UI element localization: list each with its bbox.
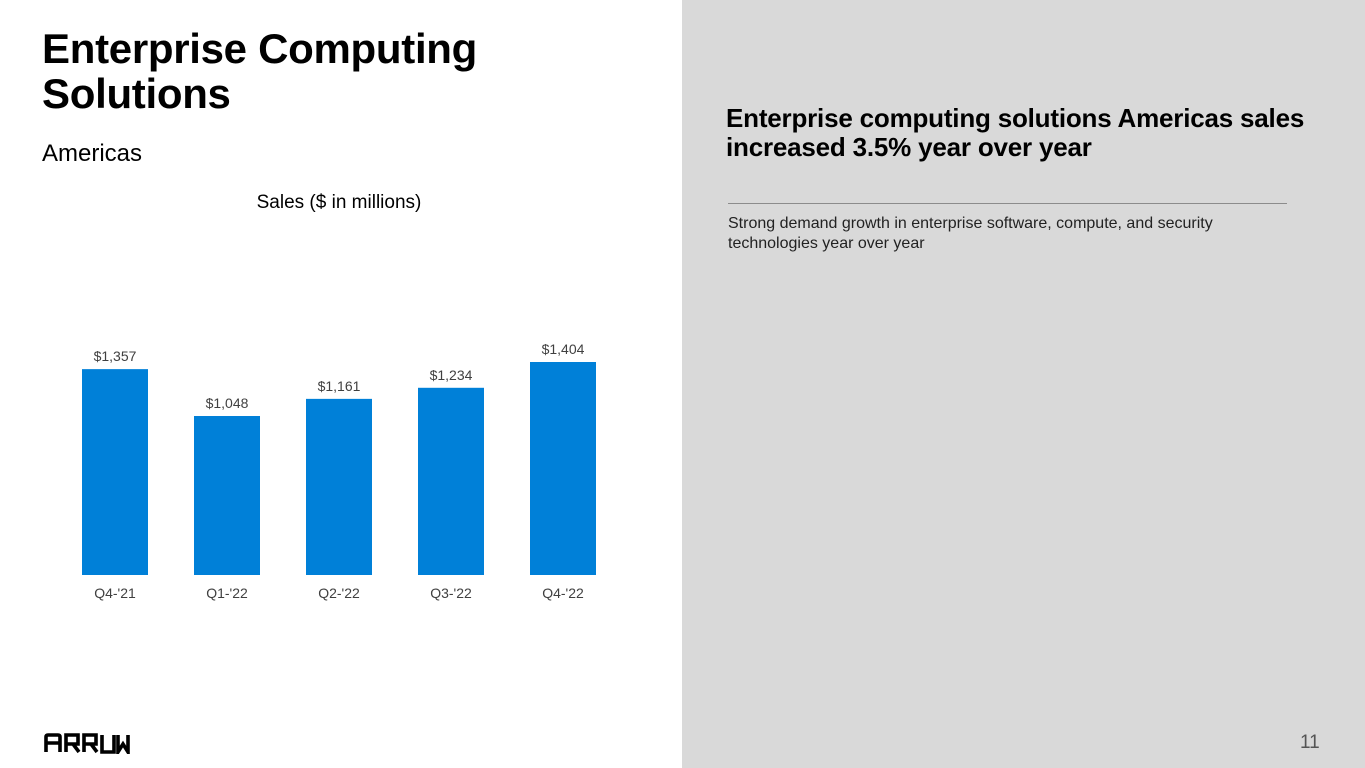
value-label-0: $1,357 <box>94 348 137 364</box>
divider <box>728 203 1287 204</box>
bar-4 <box>530 362 596 575</box>
summary-headline: Enterprise computing solutions Americas … <box>726 103 1305 162</box>
bar-1 <box>194 416 260 575</box>
left-panel: Enterprise Computing Solutions Americas … <box>0 0 682 768</box>
bar-2 <box>306 398 372 575</box>
category-label-2: Q2-'22 <box>318 585 360 601</box>
page-title: Enterprise Computing Solutions <box>42 25 478 117</box>
arrow-logo <box>44 732 130 759</box>
category-label-4: Q4-'22 <box>542 585 584 601</box>
bar-group: $1,357 Q4-'21 $1,048 Q1-'22 $1,161 Q2-'22 $1,2… <box>82 341 596 601</box>
value-label-3: $1,234 <box>430 367 473 383</box>
page-subtitle: Americas <box>42 140 143 167</box>
value-label-2: $1,161 <box>318 378 361 394</box>
value-label-1: $1,048 <box>206 395 249 411</box>
category-label-1: Q1-'22 <box>206 585 248 601</box>
right-panel <box>682 0 1365 768</box>
sales-bar-chart: Sales ($ in millions) $1,357 Q4-'21 $1,048… <box>82 192 596 601</box>
category-label-0: Q4-'21 <box>94 585 136 601</box>
value-label-4: $1,404 <box>542 341 585 357</box>
chart-title: Sales ($ in millions) <box>257 192 422 213</box>
bar-3 <box>418 387 484 575</box>
category-label-3: Q3-'22 <box>430 585 472 601</box>
summary-body: Strong demand growth in enterprise softw… <box>728 215 1213 252</box>
arrow-logo-icon <box>44 733 130 759</box>
page-number: 11 <box>1300 732 1320 753</box>
bar-0 <box>82 369 148 575</box>
